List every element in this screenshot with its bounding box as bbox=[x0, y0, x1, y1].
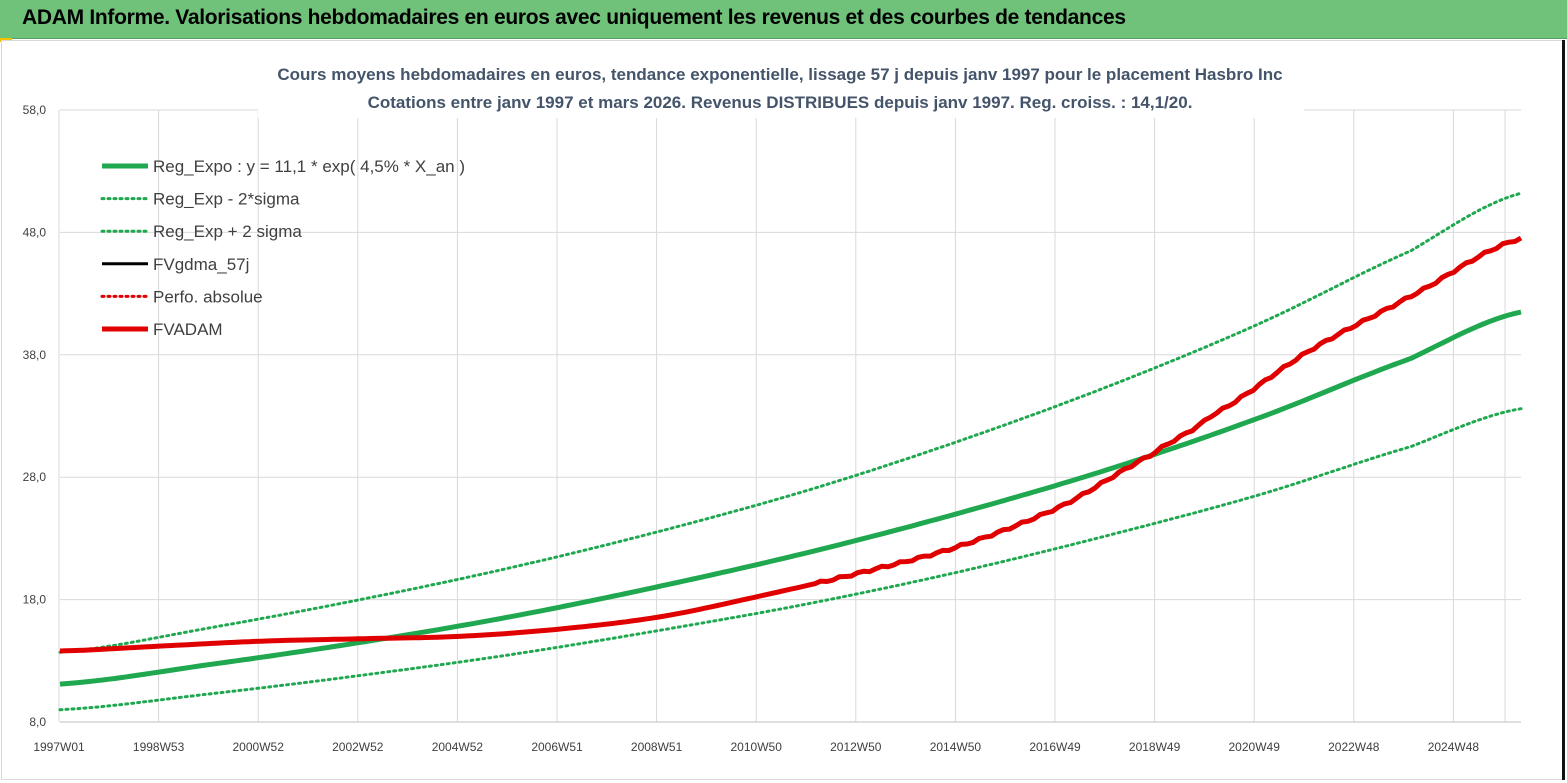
series-line-2 bbox=[58, 191, 1523, 654]
x-tick-label: 2004W52 bbox=[432, 740, 484, 754]
title-background bbox=[258, 56, 1304, 118]
legend-label-0: Reg_Expo : y = 11,1 * exp( 4,5% * X_an ) bbox=[153, 157, 465, 176]
legend: Reg_Expo : y = 11,1 * exp( 4,5% * X_an )… bbox=[100, 157, 465, 339]
report-banner: ADAM Informe. Valorisations hebdomadaire… bbox=[0, 0, 1567, 39]
x-tick-label: 2002W52 bbox=[332, 740, 384, 754]
x-tick-label: 2012W50 bbox=[830, 740, 882, 754]
chart-title-line-1: Cours moyens hebdomadaires en euros, ten… bbox=[277, 65, 1282, 84]
x-tick-label: 2008W51 bbox=[631, 740, 683, 754]
chart-title-line-2: Cotations entre janv 1997 et mars 2026. … bbox=[368, 93, 1193, 112]
x-tick-label: 1997W01 bbox=[33, 740, 85, 754]
grid-lines bbox=[58, 109, 1521, 723]
y-tick-label: 8,0 bbox=[29, 715, 46, 729]
x-tick-label: 2018W49 bbox=[1129, 740, 1181, 754]
x-tick-label: 2000W52 bbox=[233, 740, 285, 754]
right-edge-rule bbox=[1562, 40, 1565, 780]
series-line-5 bbox=[59, 235, 1523, 654]
y-tick-label: 38,0 bbox=[23, 348, 47, 362]
report-title: ADAM Informe. Valorisations hebdomadaire… bbox=[22, 6, 1126, 29]
y-tick-label: 28,0 bbox=[23, 470, 47, 484]
legend-label-5: FVADAM bbox=[153, 320, 223, 339]
series-lines bbox=[58, 191, 1523, 712]
x-tick-label: 1998W53 bbox=[133, 740, 185, 754]
x-tick-label: 2014W50 bbox=[930, 740, 982, 754]
y-tick-label: 18,0 bbox=[23, 593, 47, 607]
x-tick-label: 2010W50 bbox=[731, 740, 783, 754]
legend-label-2: Reg_Exp + 2 sigma bbox=[153, 222, 302, 241]
x-tick-label: 2020W49 bbox=[1229, 740, 1281, 754]
y-tick-label: 58,0 bbox=[23, 103, 47, 117]
x-tick-label: 2022W48 bbox=[1328, 740, 1380, 754]
x-tick-label: 2024W48 bbox=[1428, 740, 1480, 754]
x-tick-label: 2016W49 bbox=[1029, 740, 1081, 754]
legend-label-4: Perfo. absolue bbox=[153, 287, 263, 306]
legend-label-3: FVgdma_57j bbox=[153, 255, 249, 274]
legend-label-1: Reg_Exp - 2*sigma bbox=[153, 190, 300, 209]
y-axis-ticks: 8,0 18,0 28,0 38,0 48,0 58,0 bbox=[23, 103, 47, 729]
x-axis-ticks: 1997W01 1998W53 2000W52 2002W52 2004W52 2006W… bbox=[33, 740, 1479, 754]
y-tick-label: 48,0 bbox=[23, 225, 47, 239]
series-line-0 bbox=[59, 309, 1522, 687]
x-tick-label: 2006W51 bbox=[531, 740, 583, 754]
series-line-1 bbox=[58, 407, 1523, 712]
